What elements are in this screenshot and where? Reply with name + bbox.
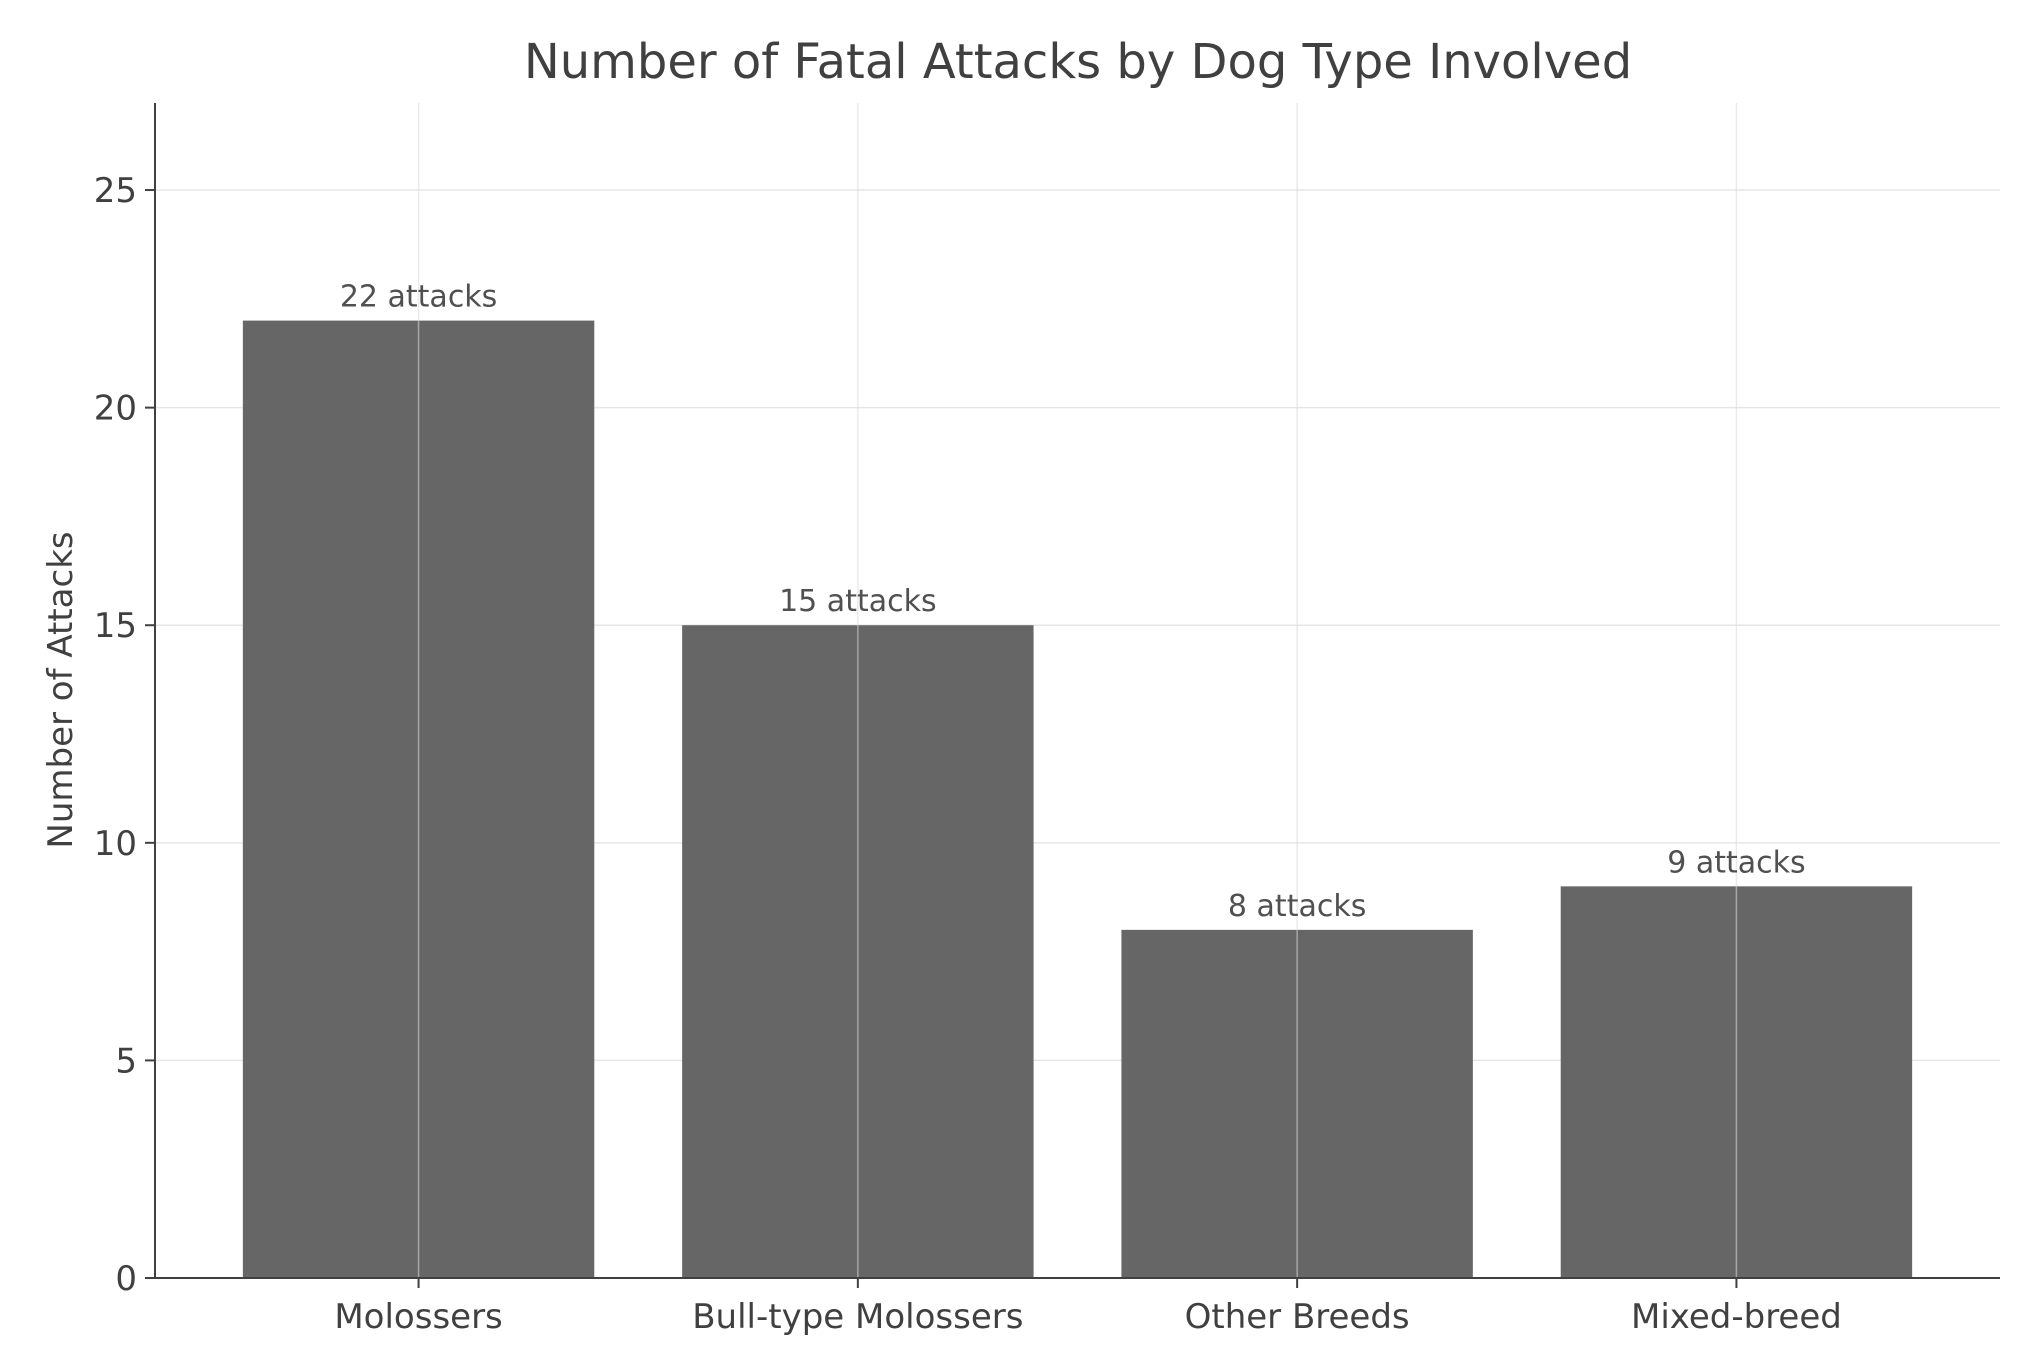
y-tick-label: 0: [115, 1259, 137, 1299]
bars: [242, 320, 1913, 1278]
data-label: 8 attacks: [1228, 889, 1366, 924]
y-axis-ticks: 0 5 10 15 20 25: [94, 171, 155, 1299]
data-label: 9 attacks: [1667, 845, 1805, 880]
y-tick-label: 25: [94, 171, 137, 211]
data-labels: 22 attacks 15 attacks 8 attacks 9 attacks: [340, 280, 1806, 924]
x-tick-label: Molossers: [334, 1297, 502, 1337]
x-tick-label: Bull-type Molossers: [692, 1297, 1023, 1337]
data-label: 22 attacks: [340, 280, 498, 315]
axes: [154, 103, 2000, 1279]
data-label: 15 attacks: [779, 584, 937, 619]
y-tick-label: 5: [115, 1041, 137, 1081]
y-tick-label: 15: [94, 606, 137, 646]
y-axis-label: Number of Attacks: [41, 531, 81, 848]
x-axis-ticks: Molossers Bull-type Molossers Other Breeds…: [334, 1278, 1842, 1337]
x-tick-label: Mixed-breed: [1631, 1297, 1842, 1337]
chart-title: Number of Fatal Attacks by Dog Type Invo…: [524, 34, 1632, 90]
x-tick-label: Other Breeds: [1185, 1297, 1410, 1337]
y-tick-label: 20: [94, 389, 137, 429]
y-tick-label: 10: [94, 824, 137, 864]
vertical-grid-lines: [417, 103, 1738, 1278]
